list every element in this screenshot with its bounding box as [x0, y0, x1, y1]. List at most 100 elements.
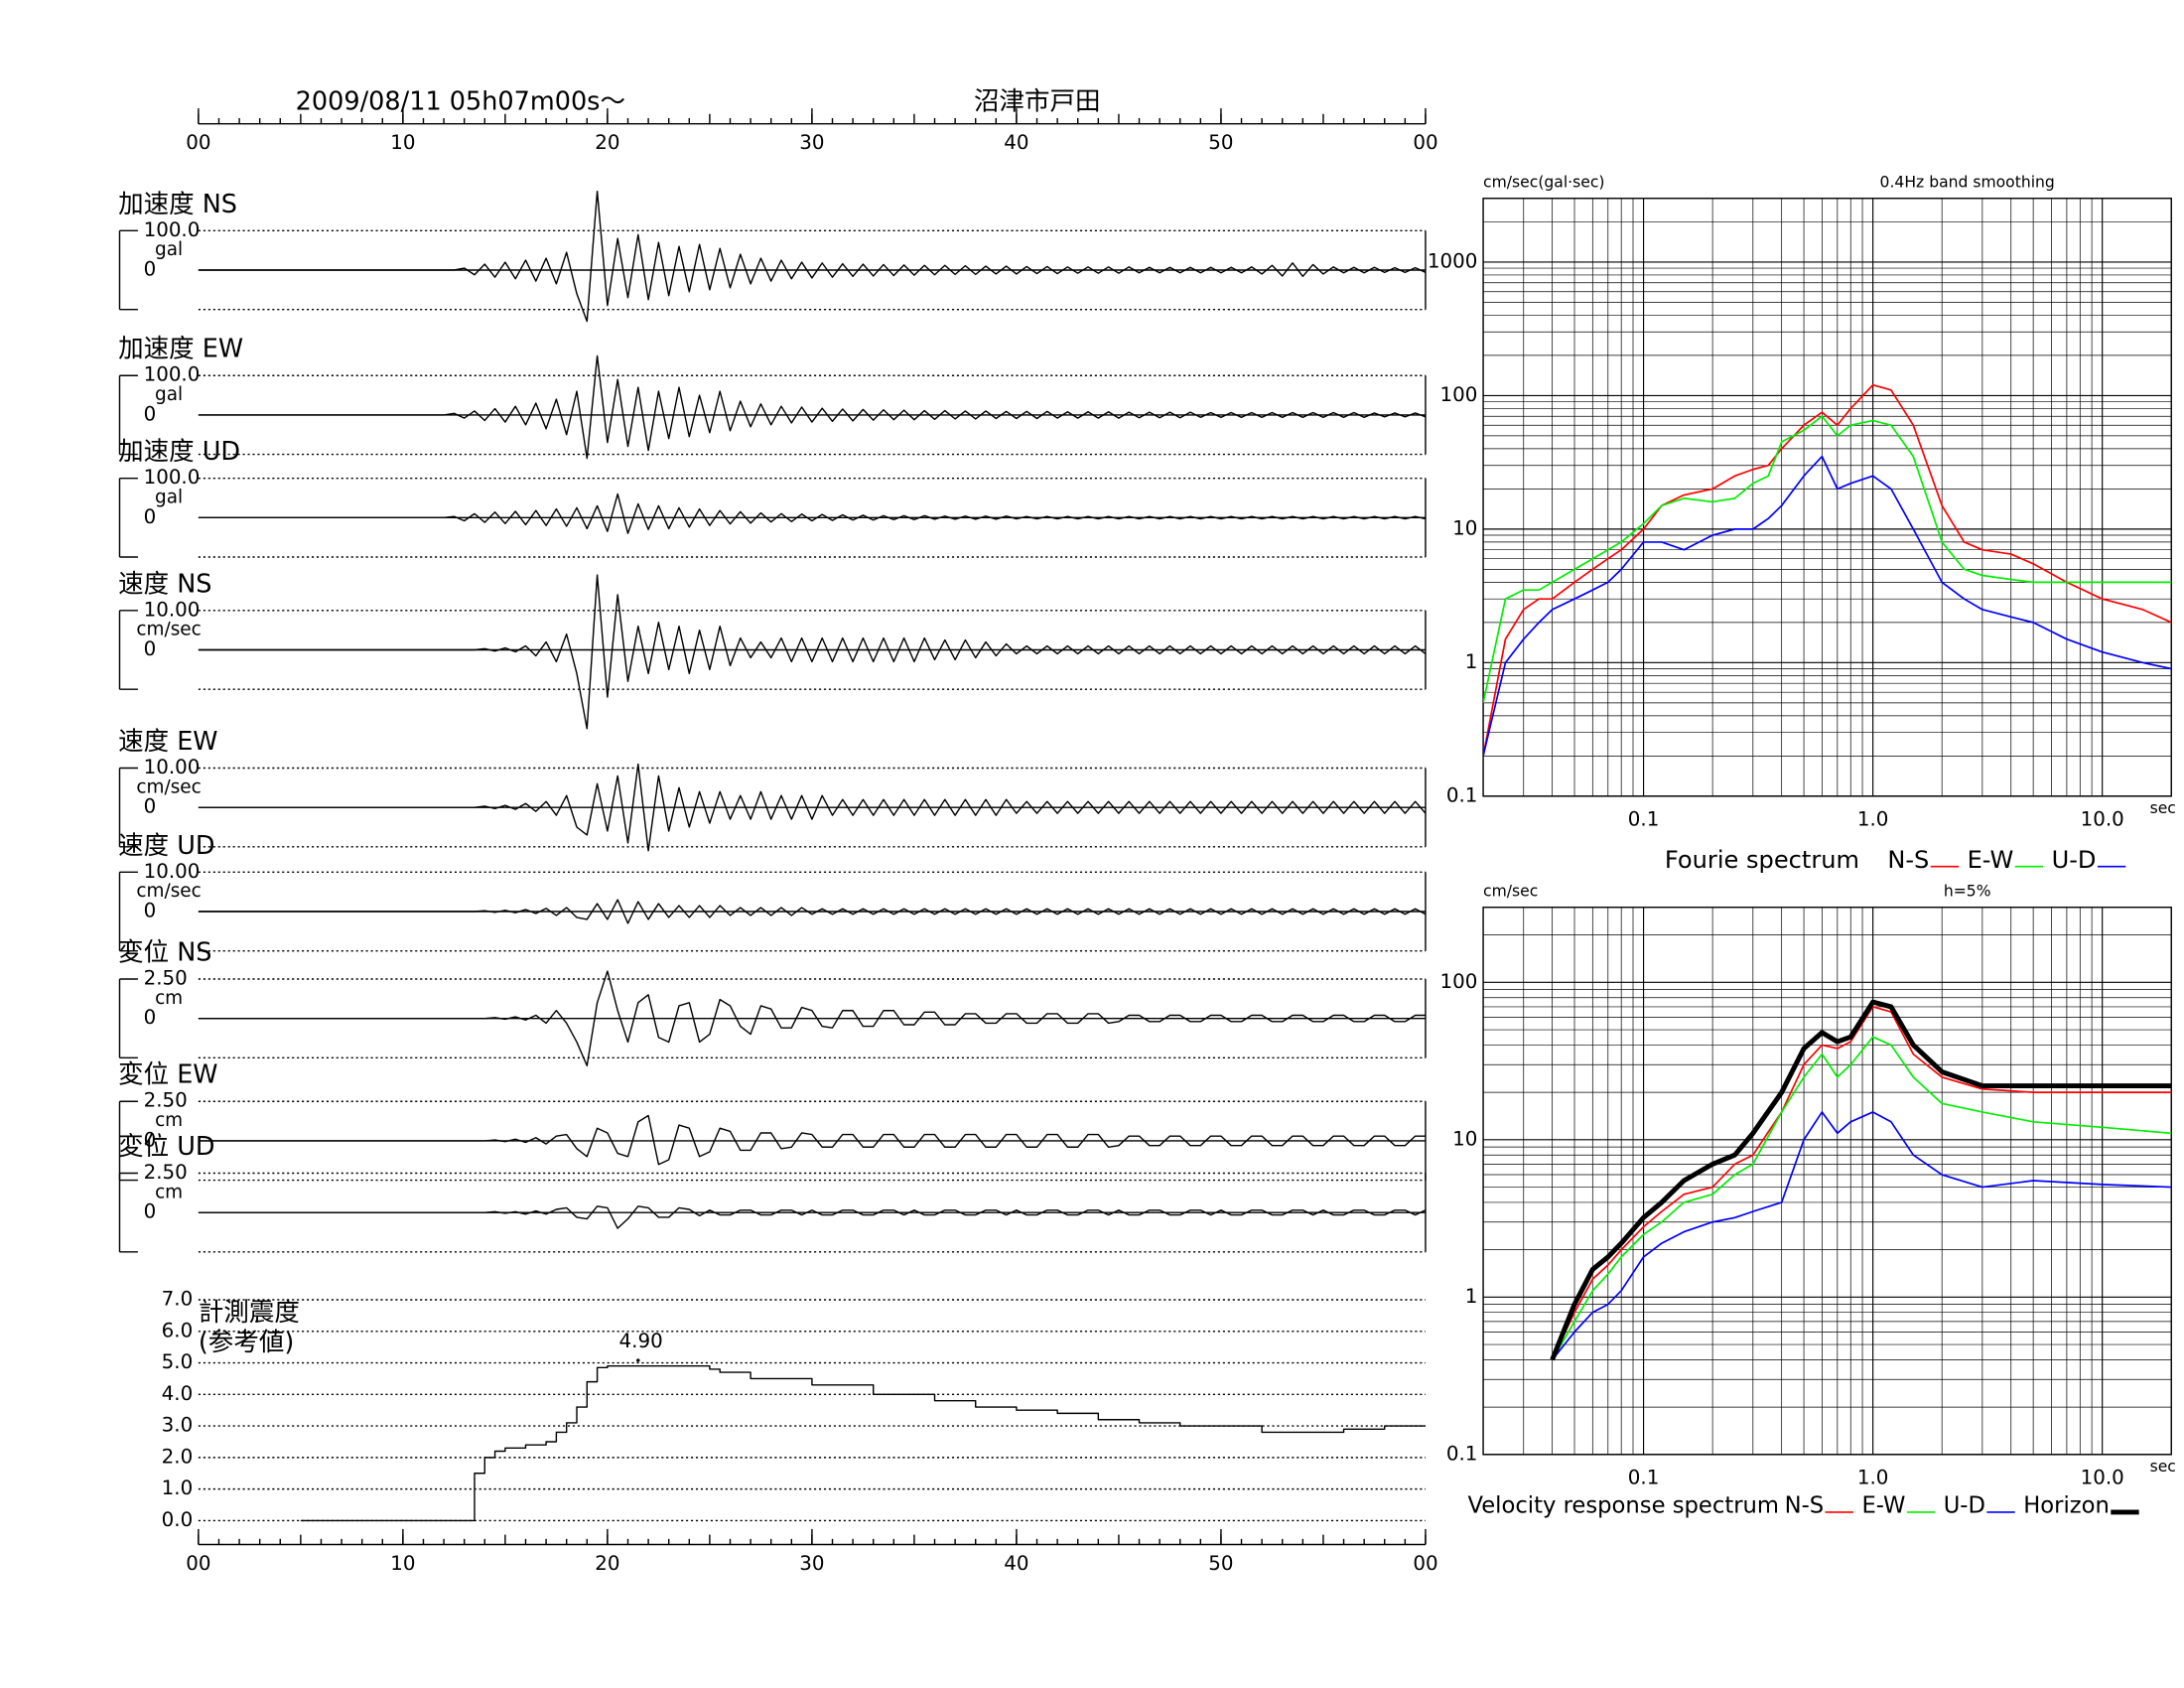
panel-title: 加速度 NS	[118, 190, 237, 219]
legend-label: U-D	[1944, 1493, 1985, 1519]
series-line	[1483, 455, 2172, 757]
trace	[198, 970, 1426, 1066]
x-tick-label: 50	[1208, 131, 1233, 154]
x-tick-label: 1.0	[1857, 1466, 1889, 1488]
x-tick-label: 40	[1004, 1552, 1028, 1575]
x-tick-label: 10	[390, 131, 415, 154]
x-tick-label: 00	[1413, 131, 1437, 154]
y-tick-label: 5.0	[162, 1350, 194, 1373]
y-tick-label: 10.00	[144, 598, 201, 621]
y-tick-label: 6.0	[162, 1319, 194, 1341]
y-tick-label: 10.00	[144, 756, 201, 778]
x-tick-label: 10	[390, 1552, 415, 1575]
y-tick-label: 1.0	[162, 1477, 194, 1499]
x-tick-label: 10.0	[2081, 807, 2124, 830]
x-tick-label: 30	[799, 131, 824, 154]
y-tick-label: 3.0	[162, 1414, 194, 1437]
x-tick-label: 00	[1413, 1552, 1437, 1575]
panel-title: 速度 UD	[118, 831, 214, 861]
y-tick-label: 0	[144, 258, 157, 281]
y-tick-label: 0	[144, 637, 157, 660]
x-tick-label: 10.0	[2081, 1466, 2124, 1488]
y-tick-label: 4.0	[162, 1382, 194, 1405]
chart-title: Velocity response spectrum	[1467, 1493, 1779, 1519]
panel-unit: cm/sec	[136, 776, 201, 797]
y-tick-label: 0	[144, 1006, 157, 1029]
y-tick-label: 0.1	[1446, 1442, 1478, 1465]
panel-unit: gal	[155, 384, 183, 405]
x-tick-label: 40	[1004, 131, 1028, 154]
panel-title: 変位 NS	[118, 938, 211, 968]
series-line	[1551, 1111, 2172, 1360]
y-tick-label: 10	[1452, 516, 1477, 539]
panel-unit: gal	[155, 488, 183, 508]
panel-unit: gal	[155, 239, 183, 260]
y-tick-label: 2.50	[144, 967, 188, 990]
panel-unit: cm/sec	[136, 620, 201, 640]
series-line	[1550, 999, 2172, 1361]
y-tick-label: 100.0	[144, 218, 201, 241]
y-tick-label: 10.00	[144, 860, 201, 883]
chart-title: 計測震度	[199, 1298, 300, 1328]
y-tick-label: 0.1	[1446, 783, 1478, 806]
series-line	[1551, 1006, 2172, 1360]
trace	[198, 190, 1427, 323]
y-tick-label: 0.0	[162, 1508, 194, 1531]
x-tick-label: 00	[186, 131, 210, 154]
panel-title: 速度 EW	[118, 727, 217, 757]
x-axis-label: sec	[2150, 1458, 2176, 1476]
y-tick-label: 2.50	[144, 1089, 188, 1112]
series-group	[1483, 383, 2172, 757]
y-tick-label: 10	[1452, 1127, 1477, 1150]
chart-title: Fourie spectrum	[1665, 846, 1859, 874]
legend-label: U-D	[2052, 846, 2097, 874]
y-tick-label: 100	[1440, 383, 1478, 406]
trace	[198, 354, 1427, 460]
x-tick-label: 0.1	[1628, 807, 1660, 830]
y-tick-label: 100.0	[144, 363, 201, 386]
intensity-line	[300, 1365, 1426, 1522]
x-tick-label: 0.1	[1628, 1466, 1660, 1488]
panel-title: 加速度 EW	[118, 335, 243, 364]
series-line	[1551, 1036, 2172, 1360]
panel-unit: cm	[155, 1110, 183, 1131]
y-tick-label: 1	[1465, 650, 1478, 673]
y-tick-label: 0	[144, 1200, 157, 1223]
trace	[198, 899, 1427, 924]
series-line	[1483, 415, 2172, 704]
x-tick-label: 50	[1208, 1552, 1233, 1575]
x-tick-label: 30	[799, 1552, 824, 1575]
legend-label: Horizon	[2023, 1493, 2110, 1519]
legend-label: N-S	[1887, 846, 1929, 874]
panel-title: 変位 UD	[118, 1132, 214, 1162]
record-time: 2009/08/11 05h07m00s〜	[296, 86, 625, 116]
peak-dot	[636, 1358, 640, 1362]
y-tick-label: 2.50	[144, 1161, 188, 1184]
station-name: 沼津市戸田	[974, 86, 1101, 116]
y-tick-label: 0	[144, 402, 157, 425]
panel-title: 速度 NS	[118, 569, 211, 599]
y-tick-label: 100	[1440, 970, 1478, 993]
legend-label: N-S	[1785, 1493, 1825, 1519]
y-tick-label: 7.0	[162, 1288, 194, 1311]
legend-label: E-W	[1968, 846, 2014, 874]
y-tick-label: 0	[144, 900, 157, 922]
chart-subtitle: 0.4Hz band smoothing	[1880, 174, 2055, 192]
trace	[198, 1205, 1427, 1229]
trace	[198, 763, 1427, 852]
panel-unit: cm/sec	[136, 881, 201, 902]
x-tick-label: 00	[186, 1552, 210, 1575]
chart-subtitle: h=5%	[1944, 883, 1991, 901]
y-tick-label: 0	[144, 795, 157, 818]
panel-unit: cm	[155, 1182, 183, 1202]
trace	[198, 1114, 1426, 1166]
panel-unit: cm	[155, 988, 183, 1009]
trace	[198, 492, 1427, 534]
y-tick-label: 0	[144, 1128, 157, 1151]
y-tick-label: 2.0	[162, 1445, 194, 1468]
y-tick-label: 100.0	[144, 466, 201, 489]
y-tick-label: 0	[144, 505, 157, 528]
series-line	[1483, 383, 2172, 757]
y-tick-label: 1	[1465, 1285, 1478, 1308]
